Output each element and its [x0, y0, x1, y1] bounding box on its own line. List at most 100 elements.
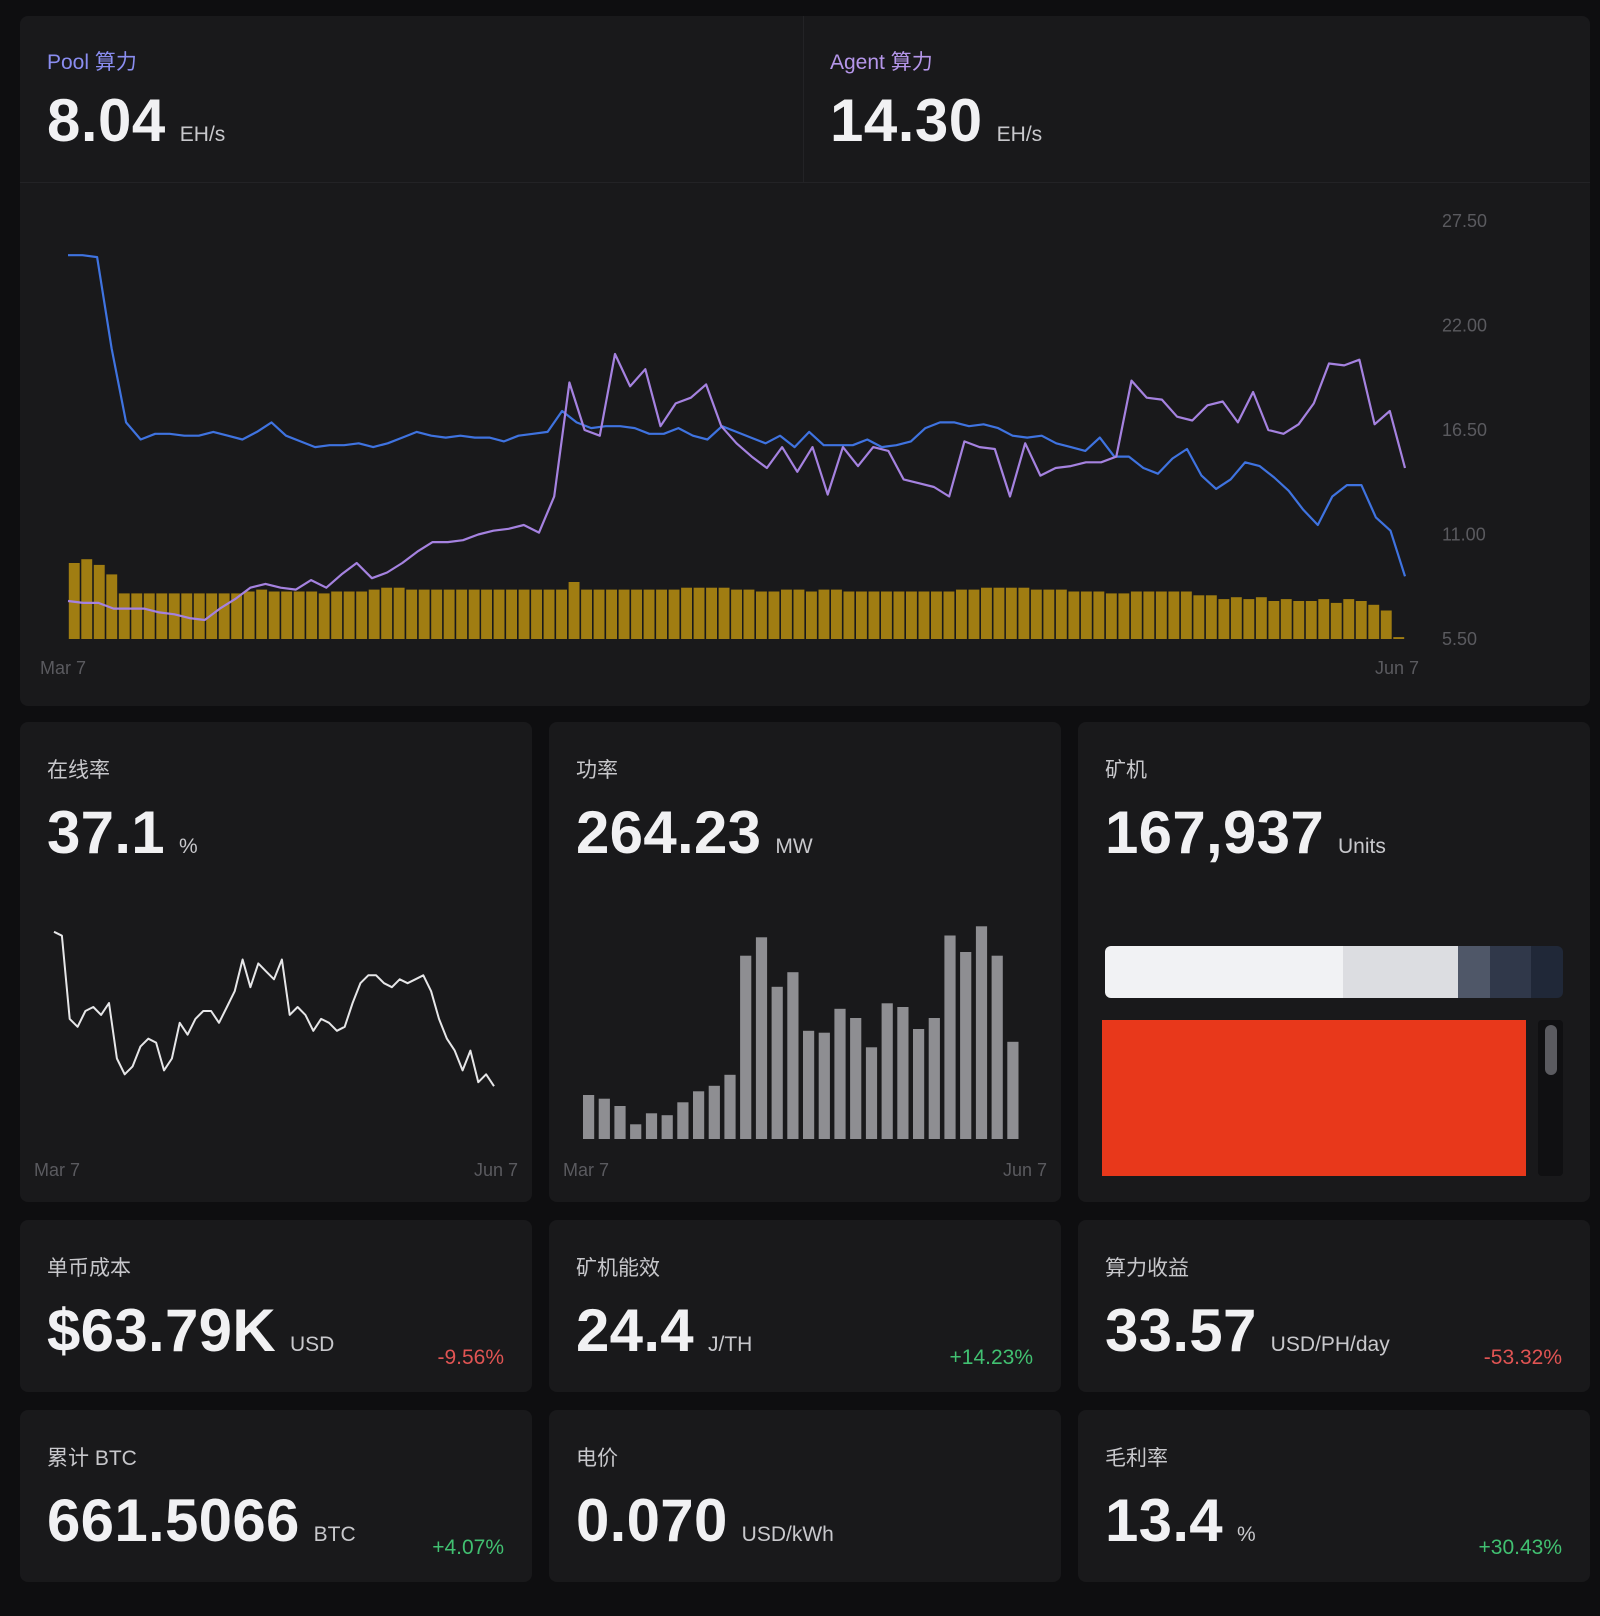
miners-status-bar[interactable]	[1105, 946, 1563, 998]
hashrate-bar	[468, 589, 480, 639]
hashrate-bar	[1343, 599, 1355, 639]
hashrate-bar	[206, 593, 218, 639]
hashrate-bar	[393, 587, 405, 639]
agent-hashrate: Agent 算力 14.30 EH/s	[830, 46, 1042, 155]
hashrate-bar	[293, 591, 305, 639]
miners-scrollbar[interactable]	[1538, 1020, 1563, 1176]
power-bar	[677, 1102, 689, 1139]
hashrate-bar	[331, 591, 343, 639]
gross-margin-value: 13.4	[1105, 1487, 1223, 1554]
hashrate-bar	[868, 591, 880, 639]
hashrate-bar	[918, 591, 930, 639]
hashrate-bar	[1193, 595, 1205, 639]
agent-hashrate-value: 14.30	[830, 87, 983, 154]
miners-status-segment[interactable]	[1343, 946, 1458, 998]
hashrate-bar	[1068, 591, 1080, 639]
hashrate-bar	[731, 589, 742, 639]
hashrate-bar	[143, 593, 155, 639]
btc-total-label: 累计 BTC	[47, 1447, 137, 1470]
power-bar	[598, 1098, 610, 1139]
hashrate-bar	[981, 587, 992, 639]
hashrate-bar	[931, 591, 942, 639]
hashrate-bar	[1118, 593, 1130, 639]
hashrate-bar	[793, 589, 805, 639]
miners-status-segment[interactable]	[1457, 946, 1490, 998]
hashrate-bar	[893, 591, 905, 639]
hashrate-bar	[1080, 591, 1092, 639]
hashrate-bar	[268, 591, 280, 639]
power-bar	[865, 1047, 878, 1139]
miners-status-segment[interactable]	[1530, 946, 1563, 998]
hashrate-bar	[581, 589, 592, 639]
power-bar	[787, 972, 799, 1139]
hashrate-bar	[1055, 589, 1067, 639]
power-bar	[645, 1113, 658, 1139]
efficiency-card: 矿机能效 24.4 J/TH +14.23%	[549, 1220, 1061, 1392]
miners-detail-block[interactable]	[1102, 1020, 1526, 1176]
hashrate-bar	[756, 591, 767, 639]
coin-cost-value: $63.79K	[47, 1297, 276, 1364]
power-bar	[755, 937, 768, 1139]
hashrate-bar	[781, 589, 792, 639]
hashrate-bar	[1130, 591, 1142, 639]
hashrate-bar	[443, 589, 455, 639]
hashrate-bar	[1218, 599, 1230, 639]
hashrate-bar	[218, 593, 230, 639]
hashrate-bar	[543, 589, 555, 639]
hash-revenue-card: 算力收益 33.57 USD/PH/day -53.32%	[1078, 1220, 1590, 1392]
online-rate-unit: %	[178, 835, 198, 858]
power-bar	[975, 926, 988, 1139]
hashrate-bar	[643, 589, 655, 639]
power-label: 功率	[576, 759, 618, 782]
hashrate-bar	[668, 589, 680, 639]
hashrate-bar	[531, 589, 542, 639]
hashrate-bar	[656, 589, 667, 639]
power-chart	[583, 926, 1019, 1139]
hashrate-bar	[481, 589, 492, 639]
hashrate-card: Pool 算力 8.04 EH/s Agent 算力 14.30 EH/s 27…	[20, 16, 1590, 706]
hashrate-bar	[356, 591, 368, 639]
coin-cost-card: 单币成本 $63.79K USD -9.56%	[20, 1220, 532, 1392]
power-bar	[630, 1124, 642, 1139]
coin-cost-label: 单币成本	[47, 1257, 131, 1280]
hashrate-chart: 27.50 22.00 16.50 11.00 5.50 Mar 7 Jun 7	[40, 211, 1487, 678]
miners-label: 矿机	[1105, 759, 1147, 782]
hashrate-bar	[768, 591, 780, 639]
miners-scrollbar-thumb[interactable]	[1545, 1025, 1557, 1075]
hashrate-bar	[593, 589, 605, 639]
gross-margin-change: +30.43%	[1478, 1536, 1563, 1559]
gross-margin-label: 毛利率	[1105, 1447, 1168, 1470]
miners-status-segment[interactable]	[1489, 946, 1531, 998]
btc-total-value: 661.5066	[47, 1487, 300, 1554]
hashrate-bar	[718, 587, 730, 639]
power-bar	[614, 1106, 626, 1139]
hashrate-bar	[256, 589, 268, 639]
hashrate-bar	[431, 589, 443, 639]
hashrate-bar	[231, 593, 243, 639]
btc-total-change: +4.07%	[432, 1536, 504, 1559]
power-bar	[1007, 1041, 1019, 1139]
hashrate-bar	[1143, 591, 1155, 639]
hashrate-bar	[956, 589, 967, 639]
miners-status-segment[interactable]	[1105, 946, 1344, 998]
hashrate-bar	[993, 587, 1005, 639]
hashrate-bar	[1318, 599, 1330, 639]
miners-value: 167,937	[1105, 799, 1324, 866]
hashrate-bar	[418, 589, 430, 639]
hashrate-bar	[568, 582, 580, 639]
coin-cost-unit: USD	[289, 1333, 335, 1356]
power-card: 功率 264.23 MW Mar 7 Jun 7	[549, 722, 1061, 1202]
online-start-date: Mar 7	[34, 1160, 81, 1180]
power-bar	[991, 955, 1003, 1139]
miners-unit: Units	[1338, 835, 1386, 858]
hashrate-bar	[318, 593, 330, 639]
efficiency-value: 24.4	[576, 1297, 694, 1364]
hashrate-bar	[1368, 604, 1380, 639]
power-bar	[693, 1091, 705, 1139]
miners-card: 矿机 167,937 Units	[1078, 722, 1590, 1202]
online-rate-value: 37.1	[47, 799, 165, 866]
hashrate-bar	[693, 587, 705, 639]
pool-hashrate-label: Pool 算力	[47, 51, 137, 74]
hashrate-bar	[806, 591, 817, 639]
online-rate-chart	[53, 930, 495, 1087]
